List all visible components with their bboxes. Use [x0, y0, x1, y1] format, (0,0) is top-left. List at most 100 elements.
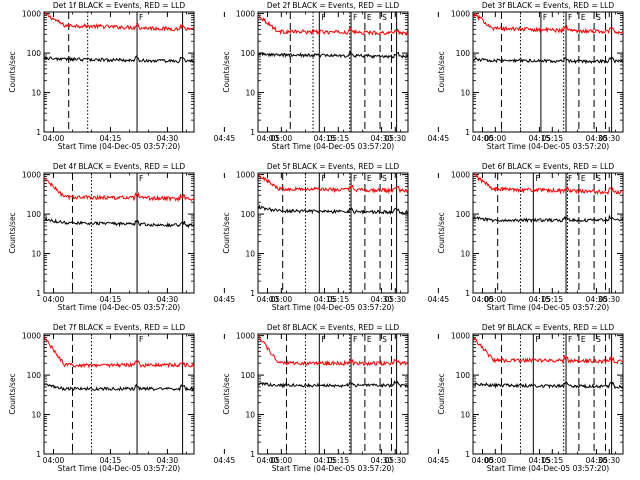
y-axis-label: Counts/sec	[8, 212, 17, 253]
series-events	[258, 380, 408, 389]
series-lld	[44, 177, 194, 203]
plot-frame	[43, 333, 195, 455]
x-tick-label: 04:45	[214, 295, 236, 304]
marker-label: S	[382, 174, 387, 183]
x-tick-label: 04:30	[157, 134, 179, 143]
x-tick-label: 04:15	[529, 456, 551, 465]
marker-label: F	[353, 174, 357, 183]
series-events	[44, 383, 194, 392]
x-tick-label: 05:30	[384, 134, 406, 143]
y-tick-label: 10	[31, 411, 41, 420]
x-tick-label: 04:30	[586, 295, 608, 304]
x-tick-label: 04:00	[472, 134, 494, 143]
x-axis-label: Start Time (04-Dec-05 03:57:20)	[487, 464, 609, 473]
y-tick-label: 100	[456, 210, 471, 219]
y-tick-label: 100	[27, 371, 42, 380]
x-tick-label: 04:15	[100, 134, 122, 143]
series-events	[44, 55, 194, 64]
y-tick-label: 10	[31, 89, 41, 98]
marker-label: F	[568, 174, 572, 183]
x-axis-label: Start Time (04-Dec-05 03:57:20)	[58, 464, 180, 473]
x-axis-label: Start Time (04-Dec-05 03:57:20)	[58, 142, 180, 151]
x-tick-label: 05:00	[485, 134, 507, 143]
y-axis-label: Counts/sec	[437, 51, 446, 92]
y-axis-label: Counts/sec	[222, 51, 231, 92]
panel-det-7: Det 7f BLACK = Events, RED = LLD11010010…	[8, 323, 406, 473]
marker-label: F	[543, 13, 547, 22]
x-tick-label: 04:15	[100, 456, 122, 465]
y-axis-label: Counts/sec	[222, 212, 231, 253]
panel-det-5: Det 5f BLACK = Events, RED = LLD11010010…	[222, 162, 620, 312]
x-tick-label: 05:00	[271, 295, 293, 304]
panel-title: Det 2f BLACK = Events, RED = LLD	[267, 1, 400, 10]
x-tick-label: 04:30	[586, 134, 608, 143]
marker-label: F	[139, 174, 143, 183]
marker-label: S	[596, 335, 601, 344]
panel-title: Det 6f BLACK = Events, RED = LLD	[482, 162, 615, 171]
x-tick-label: 04:15	[529, 295, 551, 304]
marker-label: F	[321, 335, 325, 344]
x-tick-label: 05:00	[485, 456, 507, 465]
marker-label: S	[382, 13, 387, 22]
x-tick-label: 04:00	[43, 456, 65, 465]
panel-title: Det 4f BLACK = Events, RED = LLD	[53, 162, 186, 171]
plot-frame	[472, 11, 624, 133]
series-lld	[473, 12, 623, 35]
x-tick-label: 05:15	[327, 134, 349, 143]
series-events	[473, 381, 623, 390]
y-tick-label: 1	[36, 450, 41, 459]
marker-label: E	[581, 174, 586, 183]
y-tick-label: 1	[250, 128, 255, 137]
x-tick-label: 05:15	[541, 295, 563, 304]
panel-det-6: Det 6f BLACK = Events, RED = LLD 1 10 100 10…	[437, 162, 624, 312]
panel-title: Det 8f BLACK = Events, RED = LLD	[267, 323, 400, 332]
marker-label: S	[596, 174, 601, 183]
series-lld	[473, 173, 623, 196]
y-axis-label: Counts/sec	[8, 373, 17, 414]
y-tick-label: 1000	[451, 332, 470, 341]
panel-det-8: Det 8f BLACK = Events, RED = LLD 1 10 100 10…	[222, 323, 620, 473]
series-events	[473, 56, 623, 65]
y-axis-label: Counts/sec	[222, 373, 231, 414]
x-tick-label: 05:00	[271, 134, 293, 143]
panel-title: Det 9f BLACK = Events, RED = LLD	[482, 323, 615, 332]
panel-det-9: Det 9f BLACK = Events, RED = LLD 1 10 100 10…	[437, 323, 624, 473]
y-tick-label: 100	[456, 371, 471, 380]
marker-label: F	[321, 13, 325, 22]
marker-label: F	[535, 335, 539, 344]
x-tick-label: 04:00	[472, 295, 494, 304]
y-tick-label: 1	[465, 128, 470, 137]
marker-label: E	[581, 13, 586, 22]
y-axis-label: Counts/sec	[437, 212, 446, 253]
plot-frame	[257, 11, 409, 133]
plot-frame	[472, 172, 624, 294]
y-tick-label: 100	[27, 210, 42, 219]
marker-label: F	[353, 335, 357, 344]
plot-frame	[257, 172, 409, 294]
y-tick-label: 1000	[451, 171, 470, 180]
x-tick-label: 05:30	[598, 456, 620, 465]
y-tick-label: 1000	[236, 171, 255, 180]
y-tick-label: 1000	[22, 10, 41, 19]
y-tick-label: 1	[250, 450, 255, 459]
x-tick-label: 04:15	[529, 134, 551, 143]
plot-frame	[257, 333, 409, 455]
series-lld	[258, 334, 408, 367]
x-tick-label: 04:30	[371, 456, 393, 465]
y-tick-label: 1000	[451, 10, 470, 19]
x-tick-label: 04:00	[43, 134, 65, 143]
y-axis-label: Counts/sec	[437, 373, 446, 414]
series-lld	[473, 336, 623, 365]
marker-label: E	[367, 335, 372, 344]
marker-label: E	[367, 174, 372, 183]
y-tick-label: 1000	[22, 171, 41, 180]
x-tick-label: 04:00	[257, 134, 279, 143]
marker-label: F	[321, 174, 325, 183]
y-tick-label: 10	[460, 89, 470, 98]
x-tick-label: 04:15	[100, 295, 122, 304]
x-tick-label: 04:30	[371, 295, 393, 304]
marker-label: F	[568, 335, 572, 344]
x-axis-label: Start Time (04-Dec-05 03:57:20)	[272, 464, 394, 473]
y-tick-label: 10	[245, 411, 255, 420]
series-events	[258, 51, 408, 59]
